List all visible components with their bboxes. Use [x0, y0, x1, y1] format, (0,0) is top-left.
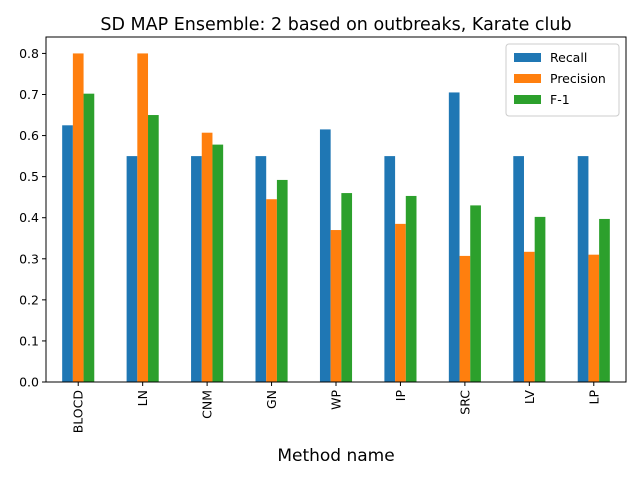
bar-recall-lv: [513, 156, 524, 382]
legend-label: F-1: [550, 92, 570, 107]
bar-precision-lv: [523, 251, 535, 382]
y-tick-label: 0.5: [19, 169, 39, 184]
bar-precision-blocd: [72, 53, 84, 383]
x-axis-title: Method name: [277, 446, 394, 466]
y-tick-label: 0.6: [19, 128, 39, 143]
x-tick-label: BLOCD: [71, 390, 86, 433]
bar-f-1-ln: [148, 115, 159, 383]
bar-f-1-src: [470, 205, 481, 382]
y-tick-label: 0.8: [19, 46, 39, 61]
x-tick-label: SRC: [457, 390, 472, 415]
legend-label: Precision: [550, 71, 606, 86]
bar-f-1-wp: [341, 193, 353, 382]
y-tick-label: 0.4: [19, 210, 39, 225]
y-tick-label: 0.1: [19, 333, 39, 348]
legend-swatch: [514, 95, 541, 104]
bar-precision-ln: [137, 53, 149, 383]
bar-recall-blocd: [62, 125, 73, 382]
x-tick-label: LV: [522, 390, 537, 405]
bar-f-1-cnm: [212, 144, 224, 382]
bars-layer: [62, 53, 610, 383]
bar-recall-cnm: [191, 156, 202, 382]
x-tick-label: GN: [264, 390, 279, 409]
bar-f-1-blocd: [83, 93, 95, 382]
bar-f-1-lv: [534, 216, 546, 382]
bar-precision-gn: [266, 199, 277, 382]
bar-f-1-ip: [405, 195, 417, 382]
bar-recall-ln: [126, 156, 138, 382]
legend-label: Recall: [550, 50, 587, 65]
x-tick-label: LP: [586, 390, 601, 405]
chart-title: SD MAP Ensemble: 2 based on outbreaks, K…: [100, 15, 571, 35]
y-axis: 0.0 0.1 0.2 0.3 0.4 0.5 0.6 0.7 0.8: [19, 46, 46, 390]
bar-recall-gn: [255, 156, 267, 382]
legend-swatch: [514, 74, 541, 83]
plot-frame: [45, 36, 627, 383]
bar-precision-wp: [330, 230, 342, 382]
y-tick-label: 0.7: [19, 87, 39, 102]
x-tick-label: LN: [135, 390, 150, 406]
y-tick-label: 0.2: [19, 292, 39, 307]
y-tick-label: 0.3: [19, 251, 39, 266]
bar-recall-ip: [384, 156, 396, 382]
bar-precision-lp: [588, 254, 600, 382]
bar-recall-wp: [319, 129, 331, 382]
bar-precision-cnm: [201, 132, 213, 382]
x-tick-label: IP: [393, 390, 408, 402]
y-tick-label: 0.0: [19, 375, 39, 390]
bar-recall-lp: [577, 156, 589, 382]
bar-precision-src: [459, 255, 471, 382]
x-axis: BLOCD LN CNM GN WP IP SRC LV LP: [71, 382, 601, 433]
bar-f-1-gn: [276, 179, 288, 382]
legend: Recall Precision F-1: [505, 43, 620, 117]
x-tick-label: CNM: [200, 390, 215, 419]
bar-recall-src: [448, 92, 460, 383]
x-tick-label: WP: [329, 390, 344, 410]
bar-precision-ip: [395, 223, 406, 382]
bar-f-1-lp: [599, 218, 610, 382]
legend-swatch: [514, 53, 541, 62]
